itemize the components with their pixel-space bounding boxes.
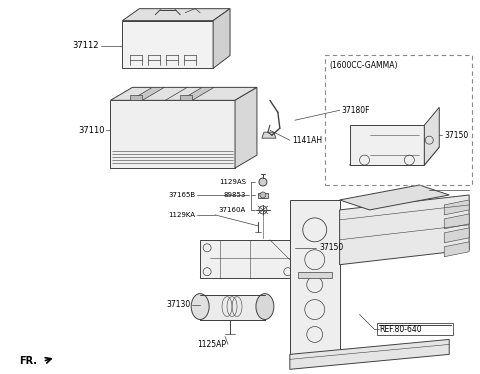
Polygon shape — [180, 95, 192, 100]
Polygon shape — [349, 125, 424, 165]
Polygon shape — [200, 240, 295, 278]
Bar — [324, 55, 472, 185]
Polygon shape — [290, 200, 340, 355]
Text: 37130: 37130 — [166, 300, 190, 309]
Polygon shape — [295, 222, 315, 278]
Polygon shape — [444, 200, 469, 215]
Polygon shape — [340, 185, 449, 210]
Polygon shape — [131, 95, 143, 100]
Polygon shape — [213, 9, 230, 68]
Text: 37180F: 37180F — [342, 106, 370, 115]
Polygon shape — [258, 193, 268, 198]
Polygon shape — [340, 195, 469, 265]
Text: 37165B: 37165B — [168, 192, 195, 198]
Polygon shape — [180, 88, 214, 100]
Polygon shape — [131, 88, 164, 100]
Text: 1129AS: 1129AS — [219, 179, 246, 185]
Polygon shape — [262, 132, 276, 138]
Text: 37160A: 37160A — [219, 207, 246, 213]
Polygon shape — [349, 147, 439, 165]
Text: 1141AH: 1141AH — [292, 136, 322, 145]
Text: 1129KA: 1129KA — [168, 212, 195, 218]
Polygon shape — [424, 107, 439, 165]
Text: 37110: 37110 — [78, 126, 105, 135]
Text: FR.: FR. — [19, 356, 37, 367]
Polygon shape — [235, 88, 257, 168]
Polygon shape — [122, 9, 230, 21]
Ellipse shape — [256, 294, 274, 319]
Polygon shape — [444, 228, 469, 243]
Text: 37150: 37150 — [320, 243, 344, 252]
Circle shape — [259, 178, 267, 186]
Text: 37112: 37112 — [72, 41, 98, 50]
Circle shape — [260, 192, 266, 198]
Text: (1600CC-GAMMA): (1600CC-GAMMA) — [330, 61, 398, 70]
Polygon shape — [110, 88, 257, 100]
Text: 37150: 37150 — [444, 131, 468, 140]
Polygon shape — [110, 100, 235, 168]
Text: 89853: 89853 — [224, 192, 246, 198]
Polygon shape — [298, 272, 332, 278]
Ellipse shape — [191, 294, 209, 319]
Text: REF.80-640: REF.80-640 — [380, 325, 422, 334]
Polygon shape — [122, 21, 213, 68]
Polygon shape — [200, 295, 265, 319]
Polygon shape — [290, 340, 449, 369]
Bar — [377, 324, 453, 335]
Polygon shape — [444, 214, 469, 229]
Polygon shape — [200, 260, 315, 278]
Text: 1125AP: 1125AP — [197, 340, 226, 349]
Polygon shape — [444, 242, 469, 257]
